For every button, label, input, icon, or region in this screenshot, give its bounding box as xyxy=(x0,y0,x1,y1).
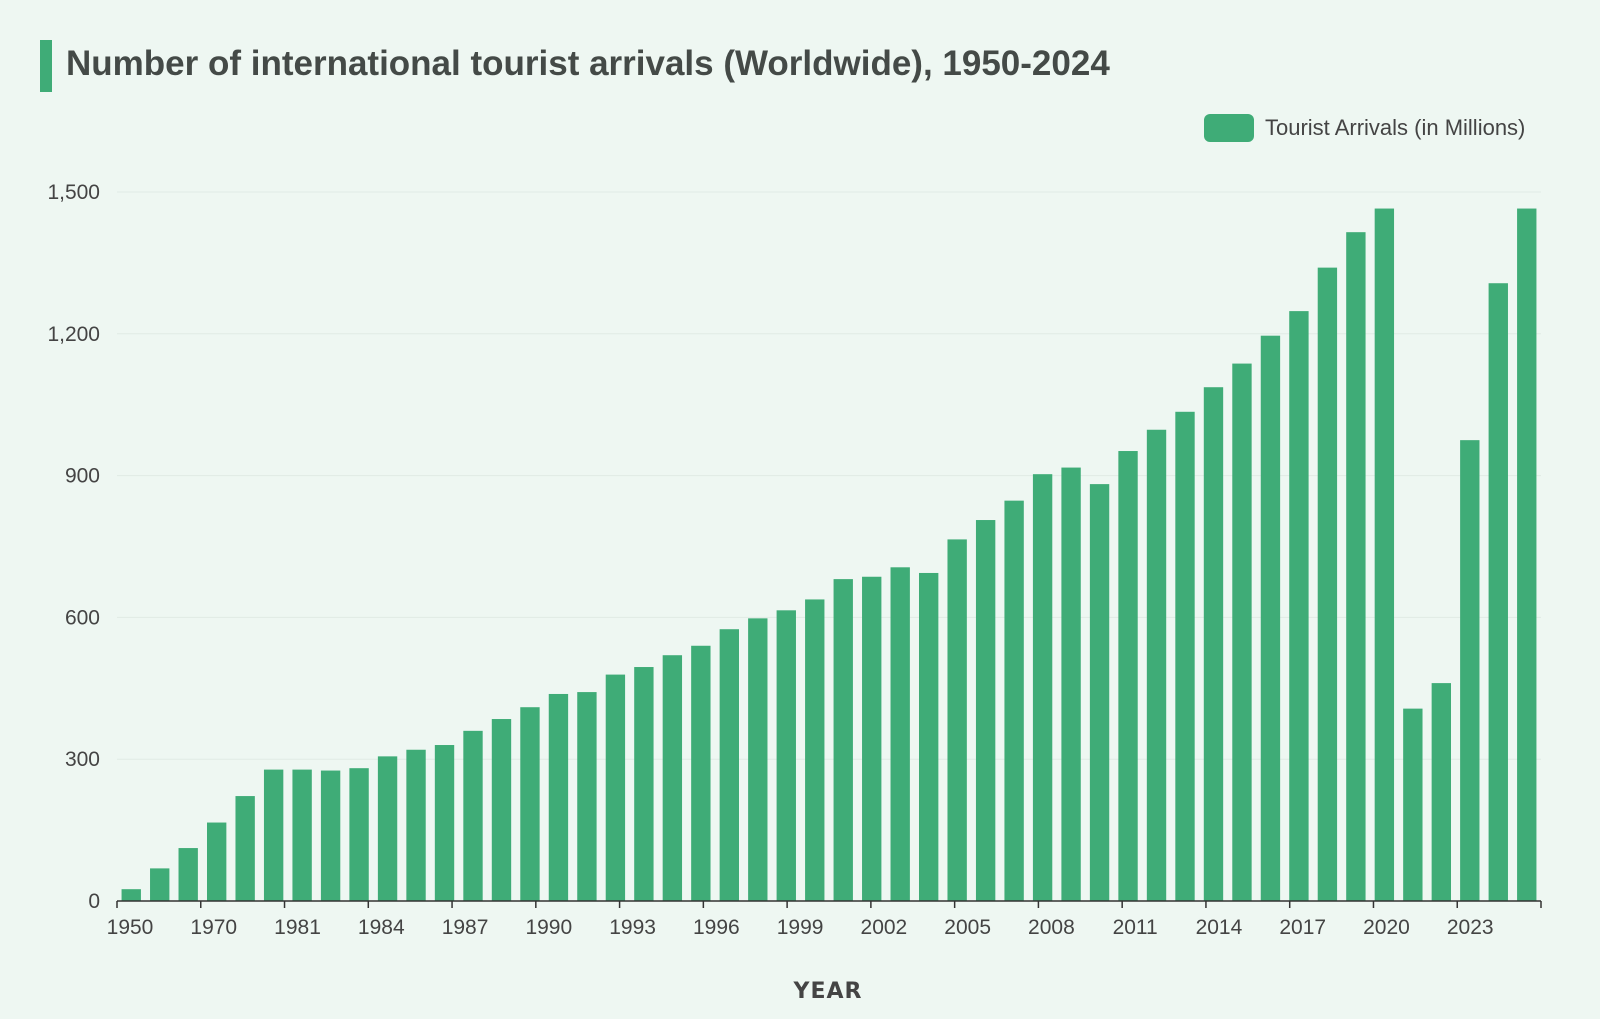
bar-2008[interactable] xyxy=(1061,467,1081,901)
bar-2024[interactable] xyxy=(1517,208,1537,901)
x-axis-title: YEAR xyxy=(793,979,863,1004)
x-tick-label: 1970 xyxy=(190,916,237,939)
bar-2012[interactable] xyxy=(1175,411,1195,901)
bar-1975[interactable] xyxy=(235,796,255,901)
y-tick-label: 900 xyxy=(65,465,100,488)
x-tick-label: 2014 xyxy=(1196,916,1243,939)
bar-2016[interactable] xyxy=(1289,311,1309,901)
x-tick-label: 2008 xyxy=(1028,916,1075,939)
bar-2002[interactable] xyxy=(890,567,910,901)
legend[interactable]: Tourist Arrivals (in Millions) xyxy=(1204,114,1525,142)
bar-2010[interactable] xyxy=(1118,451,1138,901)
bar-2022[interactable] xyxy=(1460,440,1480,901)
bar-2014[interactable] xyxy=(1232,363,1252,901)
bar-2003[interactable] xyxy=(918,572,939,901)
title-accent-bar xyxy=(40,40,52,92)
bar-1986[interactable] xyxy=(434,745,455,901)
bar-1999[interactable] xyxy=(805,599,825,901)
chart-title: Number of international tourist arrivals… xyxy=(66,44,1110,83)
y-tick-label: 0 xyxy=(88,890,100,913)
bar-1993[interactable] xyxy=(634,667,654,901)
bar-2023[interactable] xyxy=(1488,283,1508,901)
bar-2000[interactable] xyxy=(833,579,853,901)
y-tick-label: 1,500 xyxy=(47,181,100,204)
bar-2015[interactable] xyxy=(1260,335,1281,901)
bar-1991[interactable] xyxy=(577,692,597,901)
x-tick-label: 1996 xyxy=(693,916,740,939)
x-tick-label: 2002 xyxy=(861,916,908,939)
bar-2011[interactable] xyxy=(1146,429,1167,901)
bar-1998[interactable] xyxy=(776,610,796,901)
bar-2005[interactable] xyxy=(975,520,996,901)
x-tick-label: 2023 xyxy=(1447,916,1494,939)
x-tick-label: 1987 xyxy=(442,916,489,939)
bar-2019[interactable] xyxy=(1374,208,1395,901)
bars xyxy=(121,208,1537,902)
bar-1987[interactable] xyxy=(463,730,483,901)
bar-2001[interactable] xyxy=(862,576,882,901)
bar-2006[interactable] xyxy=(1004,500,1024,901)
bar-1990[interactable] xyxy=(548,693,569,901)
x-tick-label: 1950 xyxy=(107,916,154,939)
bar-1996[interactable] xyxy=(719,629,740,901)
bar-1983[interactable] xyxy=(349,768,369,901)
y-tick-label: 600 xyxy=(65,606,100,629)
legend-swatch xyxy=(1204,114,1254,142)
x-tick-label: 1993 xyxy=(609,916,656,939)
bar-1984[interactable] xyxy=(377,756,398,901)
bar-2021[interactable] xyxy=(1431,683,1452,901)
bar-1982[interactable] xyxy=(320,770,341,901)
bar-1965[interactable] xyxy=(178,848,198,901)
bar-1960[interactable] xyxy=(150,868,170,901)
bar-1992[interactable] xyxy=(605,674,626,901)
bar-1988[interactable] xyxy=(491,719,512,901)
bar-1980[interactable] xyxy=(263,769,284,901)
y-tick-label: 300 xyxy=(65,748,100,771)
bar-2004[interactable] xyxy=(947,539,967,901)
x-axis: 1950 1970 1981 1984 1987 1990 1993 1996 1999 2002… xyxy=(107,900,1542,939)
bar-1989[interactable] xyxy=(520,707,540,901)
x-tick-label: 2020 xyxy=(1363,916,1410,939)
bar-2018[interactable] xyxy=(1346,232,1366,902)
legend-label: Tourist Arrivals (in Millions) xyxy=(1265,115,1525,140)
x-tick-label: 2011 xyxy=(1113,916,1158,939)
x-tick-label: 1984 xyxy=(358,916,405,939)
x-tick-label: 1981 xyxy=(274,916,321,939)
bar-1994[interactable] xyxy=(662,655,683,901)
bar-1985[interactable] xyxy=(406,749,426,901)
bar-1997[interactable] xyxy=(748,618,768,901)
bar-1950[interactable] xyxy=(121,889,141,901)
bar-2020[interactable] xyxy=(1403,708,1423,901)
bar-2017[interactable] xyxy=(1317,267,1338,901)
bar-2007[interactable] xyxy=(1032,474,1053,901)
y-tick-label: 1,200 xyxy=(47,323,100,346)
bar-1981[interactable] xyxy=(292,769,312,901)
x-tick-label: 2005 xyxy=(944,916,991,939)
bar-2009[interactable] xyxy=(1089,484,1110,901)
x-tick-label: 2017 xyxy=(1279,916,1326,939)
bar-2013[interactable] xyxy=(1203,387,1224,902)
x-tick-label: 1999 xyxy=(777,916,824,939)
x-tick-label: 1990 xyxy=(525,916,572,939)
bar-1995[interactable] xyxy=(691,645,711,901)
bar-1970[interactable] xyxy=(206,822,227,901)
y-axis: 0 300 600 900 1,200 1,500 xyxy=(47,181,100,913)
